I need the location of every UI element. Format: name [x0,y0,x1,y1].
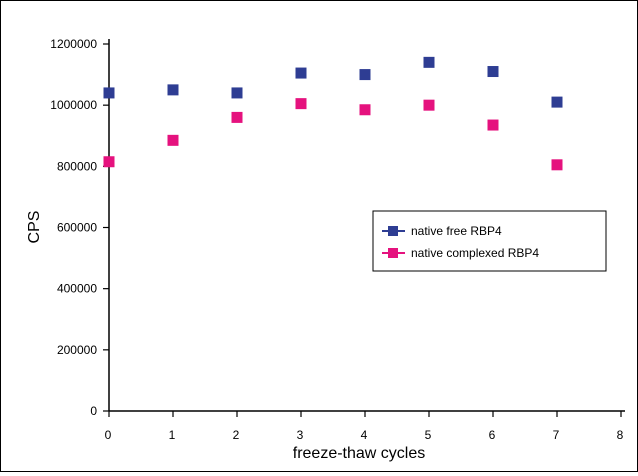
legend-marker [388,226,398,236]
y-tick-label: 800000 [57,159,97,173]
x-tick-label: 0 [105,428,112,442]
axes [108,39,625,412]
data-point [423,99,435,111]
data-point [487,119,499,131]
x-tick-label: 3 [297,428,304,442]
x-tick-label: 8 [617,428,624,442]
x-tick-label: 4 [361,428,368,442]
y-tick-label: 600000 [57,221,97,235]
data-point [359,69,371,81]
legend-label: native complexed RBP4 [411,246,539,260]
legend: native free RBP4 native complexed RBP4 [372,210,607,272]
legend-box [372,210,607,272]
data-point [487,66,499,78]
series-2 [103,98,563,171]
data-point [167,84,179,96]
x-tick-label: 2 [233,428,240,442]
x-tick-label: 7 [553,428,560,442]
y-tick-label: 200000 [57,343,97,357]
legend-label: native free RBP4 [411,224,502,238]
x-tick-label: 1 [169,428,176,442]
data-point [103,87,115,99]
data-point [167,134,179,146]
y-tick-label: 0 [90,404,97,418]
legend-marker [388,248,398,258]
data-point [231,87,243,99]
x-axis-label: freeze-thaw cycles [293,445,426,462]
y-axis-label: CPS [26,211,43,244]
x-tick-label: 6 [489,428,496,442]
y-tick-label: 1200000 [50,37,97,51]
data-point [231,111,243,123]
data-point [551,159,563,171]
data-point [423,56,435,68]
y-tick-label: 1000000 [50,98,97,112]
data-point [295,67,307,79]
data-point [295,98,307,110]
data-point [551,96,563,108]
data-point [359,104,371,116]
y-tick-label: 400000 [57,282,97,296]
data-points [103,56,563,171]
x-tick-label: 5 [425,428,432,442]
data-point [103,156,115,168]
series-1 [103,56,563,108]
ticks: 0 200000 400000 600000 800000 1000000 1200000 0… [50,37,623,442]
